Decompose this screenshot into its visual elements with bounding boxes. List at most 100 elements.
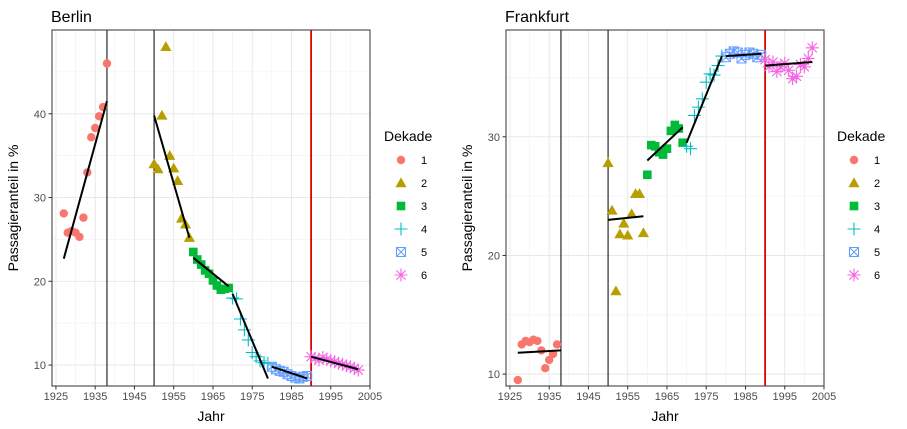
data-point <box>544 355 554 365</box>
legend-item: 4 <box>847 222 880 236</box>
legend-label: 2 <box>874 178 880 190</box>
legend-label: 3 <box>874 201 880 213</box>
data-point <box>626 208 638 219</box>
data-point <box>666 126 676 136</box>
y-tick-label: 30 <box>488 132 500 144</box>
data-point <box>622 229 634 240</box>
legend-item: 5 <box>396 247 427 259</box>
x-tick-label: 1925 <box>44 391 68 403</box>
data-point <box>602 157 614 168</box>
trend-line <box>765 61 813 67</box>
legend-label: 2 <box>421 178 427 190</box>
x-axis-label: Jahr <box>651 408 679 424</box>
data-point <box>312 353 326 367</box>
trend-line <box>153 115 191 239</box>
legend-title: Dekade <box>837 128 885 144</box>
data-point <box>650 141 660 151</box>
legend-label: 6 <box>421 270 427 282</box>
legend-key-1 <box>396 155 406 165</box>
y-tick-label: 20 <box>34 276 46 288</box>
data-point <box>328 355 342 369</box>
y-tick-label: 40 <box>34 109 46 121</box>
data-point <box>643 170 652 180</box>
legend-key-5 <box>849 247 859 257</box>
legend-key-4 <box>847 222 861 236</box>
legend-item: 3 <box>849 201 880 213</box>
data-point <box>172 175 184 185</box>
legend-key-6 <box>394 268 408 282</box>
data-point <box>156 109 168 120</box>
x-tick-label: 2005 <box>812 391 836 403</box>
data-point <box>102 59 112 68</box>
legend-item: 2 <box>395 177 427 190</box>
plot-border <box>51 29 371 387</box>
legend: Dekade 1 2 3 4 5 6 <box>837 128 885 282</box>
legend-label: 1 <box>421 155 427 167</box>
data-point <box>90 123 100 133</box>
legend-title: Dekade <box>384 128 432 144</box>
x-tick-label: 1945 <box>576 391 600 403</box>
legend-item: 1 <box>849 155 880 167</box>
data-point <box>160 41 172 51</box>
legend-label: 4 <box>874 224 880 236</box>
chart-panel-berlin: 1925 1935 1945 1955 1965 1975 1985 1995 2005 10 20… <box>5 9 432 424</box>
data-point <box>94 112 104 121</box>
legend-key-2 <box>848 177 860 188</box>
x-tick-label: 1995 <box>772 391 796 403</box>
data-point <box>658 150 668 159</box>
legend-key-6 <box>847 268 861 282</box>
data-point <box>684 142 698 156</box>
series-dekade-1 <box>59 59 112 242</box>
data-point <box>224 283 233 293</box>
legend-key-2 <box>395 177 407 188</box>
series-dekade-6 <box>758 41 819 86</box>
y-axis-label: Passagieranteil in % <box>5 145 21 272</box>
legend-item: 1 <box>396 155 427 167</box>
legend-item: 6 <box>394 268 427 282</box>
data-point <box>541 364 550 373</box>
legend-key-3 <box>396 201 406 211</box>
x-tick-label: 1925 <box>498 391 522 403</box>
data-point <box>633 188 646 198</box>
series-dekade-2 <box>148 41 196 242</box>
legend: Dekade 1 2 3 4 5 6 <box>384 128 432 282</box>
data-point <box>533 336 542 346</box>
series-dekade-4 <box>226 291 275 370</box>
series-dekade-2 <box>602 157 650 296</box>
data-point <box>662 144 672 153</box>
data-point <box>805 41 819 55</box>
x-tick-label: 1965 <box>201 391 225 403</box>
trend-line <box>517 349 562 354</box>
data-point <box>762 60 776 74</box>
data-point <box>351 363 365 377</box>
data-point <box>793 57 807 71</box>
legend-label: 3 <box>421 201 427 213</box>
data-point <box>797 60 811 74</box>
data-point <box>304 350 318 364</box>
legend-label: 5 <box>421 247 427 259</box>
legend-label: 6 <box>874 270 880 282</box>
legend-key-5 <box>396 247 406 257</box>
chart-title: Frankfurt <box>505 9 570 26</box>
series-dekade-4 <box>680 49 729 156</box>
data-point <box>674 124 684 133</box>
data-point <box>324 354 338 368</box>
data-point <box>320 352 334 366</box>
legend-item: 3 <box>396 201 427 213</box>
plot-border <box>505 29 825 387</box>
data-point <box>152 163 164 174</box>
x-tick-label: 1945 <box>122 391 146 403</box>
data-point <box>189 247 198 257</box>
x-tick-label: 1955 <box>161 391 185 403</box>
legend-key-3 <box>849 201 859 211</box>
y-tick-label: 10 <box>34 360 46 372</box>
y-tick-label: 30 <box>34 193 46 205</box>
chart-panel-frankfurt: 1925 1935 1945 1955 1965 1975 1985 1995 2005 10 20… <box>459 9 885 424</box>
x-tick-label: 1985 <box>279 391 303 403</box>
data-point <box>801 51 815 65</box>
series-dekade-1 <box>513 335 562 385</box>
legend-item: 5 <box>849 247 880 259</box>
data-point <box>192 255 202 264</box>
legend-item: 6 <box>847 268 880 282</box>
legend-key-1 <box>849 155 859 165</box>
